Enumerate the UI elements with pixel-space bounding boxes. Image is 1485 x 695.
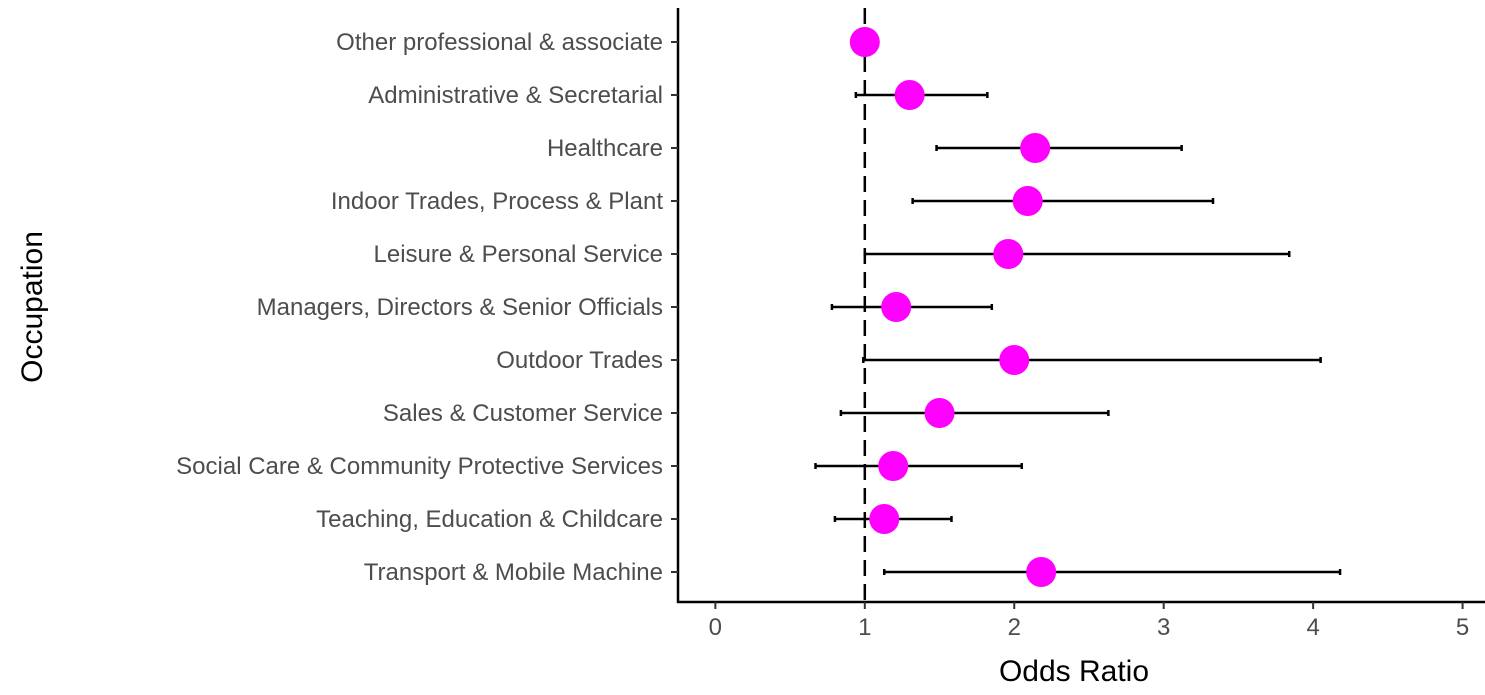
y-tick-label: Other professional & associate [336,29,663,56]
x-tick-labels: 0 1 2 3 4 5 [709,614,1470,641]
axes-group [671,8,1485,609]
y-tick-label: Healthcare [547,135,663,162]
odds-ratio-point [849,27,880,57]
x-tick-label: 5 [1456,614,1469,641]
x-tick-label: 0 [709,614,722,641]
y-tick-label: Managers, Directors & Senior Officials [257,294,663,321]
y-tick-label: Sales & Customer Service [383,400,663,427]
odds-ratio-point [894,80,925,110]
y-tick-label: Transport & Mobile Machine [364,559,663,586]
x-tick-label: 2 [1008,614,1021,641]
odds-ratio-point [999,345,1030,375]
y-tick-label: Leisure & Personal Service [374,241,663,268]
y-tick-label: Outdoor Trades [496,347,663,374]
odds-ratio-point [993,239,1024,269]
y-tick-label: Indoor Trades, Process & Plant [331,188,664,215]
odds-ratio-point [1012,186,1043,216]
y-tick-label: Teaching, Education & Childcare [316,506,663,533]
y-tick-labels: Other professional & associate Administra… [176,29,663,586]
odds-ratio-point [878,451,909,481]
y-tick-label: Administrative & Secretarial [368,82,663,109]
x-tick-label: 4 [1306,614,1319,641]
x-axis-title: Odds Ratio [999,655,1149,688]
odds-ratio-point [881,292,912,322]
odds-ratio-point [1020,133,1051,163]
ci-group [814,92,1342,575]
x-tick-label: 3 [1157,614,1170,641]
odds-ratio-point [924,398,955,428]
points-group [849,27,1057,587]
y-tick-label: Social Care & Community Protective Servi… [176,453,663,480]
x-tick-label: 1 [858,614,871,641]
odds-ratio-point [869,504,900,534]
odds-ratio-point [1026,557,1057,587]
y-axis-title: Occupation [16,231,49,383]
